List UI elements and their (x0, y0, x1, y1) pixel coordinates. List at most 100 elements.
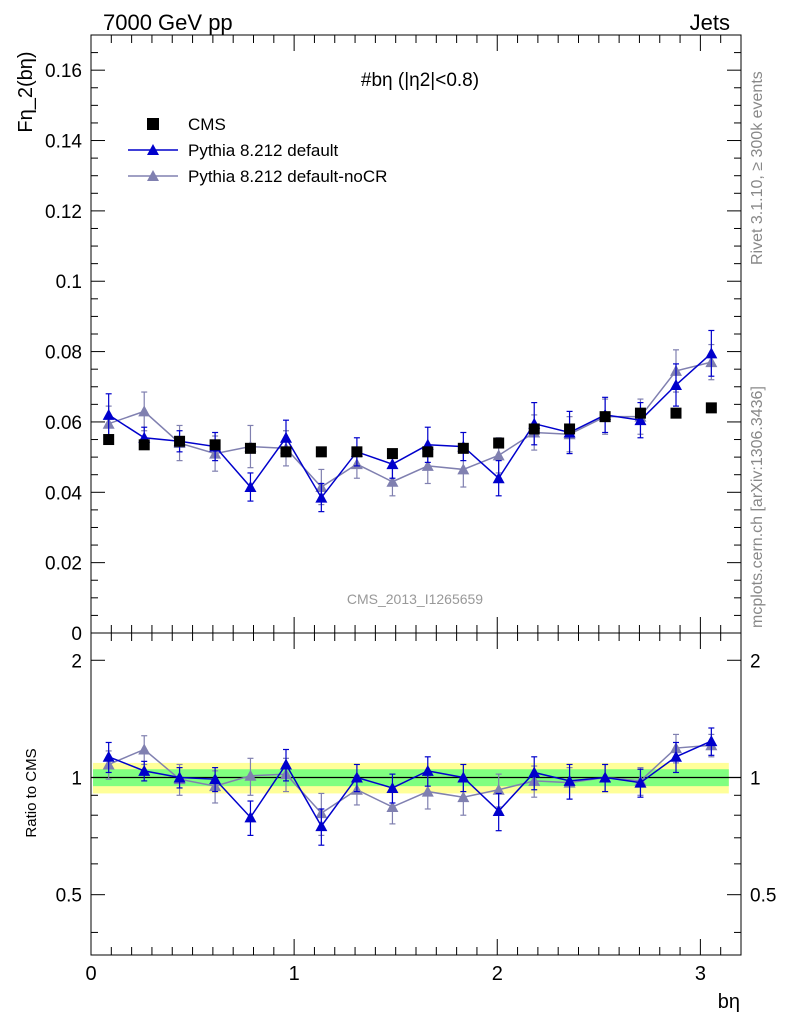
ratio-y-tick-label-right: 2 (750, 651, 761, 672)
ratio-point-nocr (457, 791, 470, 803)
series-line-nocr (108, 361, 712, 488)
ratio-axis-ticks: 0.5 0.5 1 1 2 2 0 1 2 3 (56, 633, 776, 985)
ratio-point-default (492, 805, 505, 817)
ratio-point-nocr (421, 785, 434, 797)
data-point-default (102, 408, 115, 420)
data-point-nocr (138, 405, 151, 417)
data-point-cms (599, 411, 611, 423)
legend: CMS Pythia 8.212 default Pythia 8.212 de… (128, 115, 387, 186)
main-y-tick-label: 0.14 (45, 132, 82, 153)
data-point-default (492, 472, 505, 484)
rivet-label: Rivet 3.1.10, ≥ 300k events (749, 71, 766, 265)
data-point-default (244, 481, 257, 493)
ratio-point-nocr (492, 783, 505, 795)
legend-default-label: Pythia 8.212 default (188, 141, 339, 160)
data-point-cms (351, 446, 363, 458)
ratio-point-default (102, 750, 115, 762)
ratio-y-tick-label: 1 (71, 768, 82, 789)
series-line-default (108, 352, 712, 499)
ratio-point-default (634, 776, 647, 788)
ratio-point-default (315, 820, 328, 832)
watermark: CMS_2013_I1265659 (347, 591, 483, 607)
data-point-nocr (421, 459, 434, 471)
data-point-cms (174, 435, 186, 447)
data-point-cms (564, 423, 576, 435)
data-point-default (315, 491, 328, 503)
legend-cms-label: CMS (188, 115, 226, 134)
main-y-tick-label: 0 (71, 624, 82, 645)
legend-nocr-marker (147, 170, 159, 181)
x-tick-label: 3 (695, 963, 706, 985)
ratio-ylabel: Ratio to CMS (23, 748, 40, 837)
ratio-point-default (563, 774, 576, 786)
data-point-nocr (492, 449, 505, 461)
main-y-tick-label: 0.08 (45, 343, 82, 364)
ratio-point-nocr (386, 800, 399, 812)
main-y-tick-label: 0.04 (45, 483, 82, 504)
legend-nocr-label: Pythia 8.212 default-noCR (188, 167, 387, 186)
ratio-point-default (280, 758, 292, 770)
main-y-tick-label: 0.1 (56, 272, 82, 293)
data-point-cms (422, 446, 434, 458)
ratio-line-default (108, 740, 712, 828)
header-left: 7000 GeV pp (103, 10, 233, 35)
ratio-point-default (528, 766, 541, 778)
data-point-default (705, 347, 718, 359)
ratio-point-default (209, 773, 222, 785)
ratio-point-default (457, 771, 470, 783)
header-right: Jets (690, 10, 730, 35)
ratio-point-default (670, 750, 682, 762)
data-point-default (670, 379, 682, 391)
main-ylabel: Fη_2(bη) (15, 51, 37, 132)
ratio-point-default (173, 771, 186, 783)
data-point-default (280, 431, 292, 443)
ratio-y-tick-label-right: 1 (750, 768, 761, 789)
data-point-nocr (386, 475, 399, 487)
data-point-cms (493, 437, 505, 449)
mcplots-label: mcplots.cern.ch [arXiv:1306.3436] (749, 386, 766, 628)
data-point-cms (634, 407, 646, 419)
data-point-nocr (457, 463, 470, 475)
ratio-y-tick-label-right: 0.5 (750, 886, 776, 907)
ratio-y-tick-label: 0.5 (56, 886, 82, 907)
data-point-cms (244, 442, 256, 454)
main-y-tick-label: 0.16 (45, 61, 82, 82)
main-y-tick-label: 0.06 (45, 413, 82, 434)
ratio-point-default (705, 735, 718, 747)
x-tick-label: 2 (492, 963, 503, 985)
legend-cms-marker (147, 118, 159, 130)
main-panel: 0 0.02 0.04 0.06 0.08 0.1 0.12 0.14 0.16 #bη (|η… (15, 34, 742, 645)
data-point-cms (315, 446, 327, 458)
data-point-cms (457, 442, 469, 454)
x-tick-label: 0 (85, 963, 96, 985)
ratio-y-tick-label: 2 (71, 651, 82, 672)
data-point-cms (670, 407, 682, 419)
data-point-default (386, 458, 399, 470)
data-point-cms (705, 402, 717, 414)
main-y-tick-label: 0.02 (45, 554, 82, 575)
data-point-cms (280, 446, 292, 458)
data-point-cms (528, 423, 540, 435)
data-point-default (634, 414, 647, 426)
ratio-point-default (599, 771, 612, 783)
ratio-panel: 0.5 0.5 1 1 2 2 0 1 2 3 Ratio to CMS bη (23, 632, 776, 1013)
data-point-cms (209, 439, 221, 451)
data-point-cms (138, 439, 150, 451)
x-axis-label: bη (718, 991, 740, 1013)
x-tick-label: 1 (289, 963, 300, 985)
main-y-tick-label: 0.12 (45, 202, 82, 223)
ratio-point-default (138, 764, 151, 776)
ratio-point-default (350, 771, 363, 783)
legend-default-marker (147, 144, 159, 155)
ratio-point-default (386, 781, 399, 793)
data-point-cms (386, 448, 398, 460)
ratio-point-nocr (244, 769, 257, 781)
ratio-data-layer (102, 727, 718, 846)
data-point-cms (103, 434, 115, 446)
ratio-frame (90, 632, 742, 956)
ratio-point-default (421, 764, 434, 776)
main-data-layer (102, 329, 718, 513)
ratio-point-default (244, 811, 257, 823)
ratio-point-nocr (138, 743, 151, 755)
